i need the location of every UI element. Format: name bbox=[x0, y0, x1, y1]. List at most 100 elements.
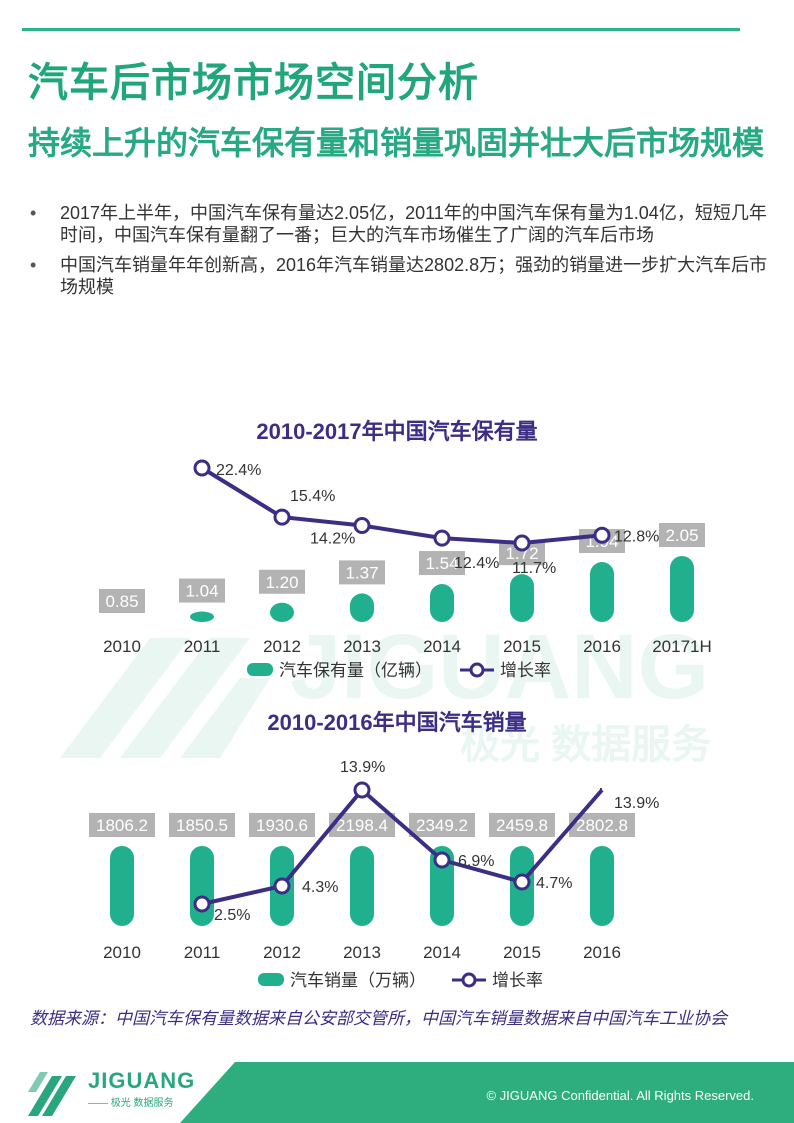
x-tick-label: 2010 bbox=[103, 943, 141, 962]
growth-rate-line bbox=[200, 466, 603, 546]
top-rule bbox=[22, 28, 740, 31]
bar-value-label: 2349.2 bbox=[416, 816, 468, 835]
x-tick-label: 2016 bbox=[583, 637, 621, 656]
x-tick-label: 2010 bbox=[103, 637, 141, 656]
x-tick-label: 2016 bbox=[583, 943, 621, 962]
bar-value-label: 1806.2 bbox=[96, 816, 148, 835]
bar-label-box bbox=[419, 551, 465, 576]
bar-value-label: 1850.5 bbox=[176, 816, 228, 835]
growth-rate-point bbox=[433, 529, 451, 547]
bar-value-label: 2459.8 bbox=[496, 816, 548, 835]
bar-value-label: 1.04 bbox=[185, 582, 218, 601]
growth-rate-label: 6.9% bbox=[458, 853, 494, 870]
jiguang-logo-icon bbox=[28, 1072, 76, 1116]
growth-rate-label: 13.9% bbox=[614, 795, 659, 812]
x-tick-label: 2015 bbox=[503, 943, 541, 962]
page-subtitle: 持续上升的汽车保有量和销量巩固并壮大后市场规模 bbox=[28, 125, 765, 161]
growth-rate-point bbox=[353, 516, 371, 534]
logo-tagline: —— 极光 数据服务 bbox=[88, 1098, 174, 1109]
growth-rate-point bbox=[193, 895, 211, 913]
footer-band bbox=[180, 1062, 794, 1123]
bar bbox=[270, 602, 294, 622]
bar-value-label: 0.85 bbox=[105, 592, 138, 611]
bar-value-label: 1.72 bbox=[505, 544, 538, 563]
copyright-text: © JIGUANG Confidential. All Rights Reser… bbox=[486, 1088, 754, 1103]
bar-label-box bbox=[489, 813, 555, 837]
bar bbox=[670, 556, 694, 622]
bar-label-box bbox=[409, 813, 475, 837]
growth-rate-label: 4.7% bbox=[536, 875, 572, 892]
x-tick-label: 2011 bbox=[184, 637, 221, 656]
growth-rate-point bbox=[273, 508, 291, 526]
legend-line-label: 增长率 bbox=[492, 971, 543, 990]
bar-label-box bbox=[339, 560, 385, 585]
bar bbox=[190, 611, 214, 622]
bar bbox=[350, 593, 374, 622]
growth-rate-point bbox=[433, 851, 451, 869]
bullet-item: 中国汽车销量年年创新高，2016年汽车销量达2802.8万；强劲的销量进一步扩大… bbox=[30, 254, 770, 298]
legend-bar-label: 汽车销量（万辆） bbox=[290, 971, 426, 990]
bar bbox=[510, 574, 534, 622]
bar bbox=[190, 846, 214, 926]
bar-value-label: 1.20 bbox=[265, 573, 298, 592]
bar-value-label: 2.05 bbox=[665, 526, 698, 545]
x-tick-label: 2012 bbox=[263, 637, 301, 656]
x-tick-label: 2015 bbox=[503, 637, 541, 656]
growth-rate-point bbox=[193, 459, 211, 477]
legend-bar-swatch bbox=[247, 663, 273, 676]
legend-line-marker bbox=[461, 972, 477, 988]
growth-rate-label: 15.4% bbox=[290, 488, 335, 505]
x-tick-label: 20171H bbox=[652, 637, 712, 656]
growth-rate-point bbox=[513, 873, 531, 891]
growth-rate-label: 4.3% bbox=[302, 879, 338, 896]
legend-line-label: 增长率 bbox=[500, 661, 551, 680]
bar-label-box bbox=[99, 589, 145, 613]
car-ownership-chart: 2010-2017年中国汽车保有量 0.85 2010 1.04 2011 1.20 201… bbox=[99, 419, 712, 680]
x-tick-label: 2013 bbox=[343, 637, 381, 656]
growth-rate-label: 13.9% bbox=[340, 759, 385, 776]
x-tick-label: 2013 bbox=[343, 943, 381, 962]
bar bbox=[590, 562, 614, 622]
bar-value-label: 1930.6 bbox=[256, 816, 308, 835]
growth-rate-label: 12.4% bbox=[454, 555, 499, 572]
x-tick-label: 2011 bbox=[184, 943, 221, 962]
growth-rate-label: 12.8% bbox=[614, 528, 659, 545]
logo-wordmark: JIGUANG bbox=[88, 1068, 196, 1093]
data-source-note: 数据来源：中国汽车保有量数据来自公安部交管所，中国汽车销量数据来自中国汽车工业协… bbox=[30, 1009, 727, 1028]
bar-label-box bbox=[179, 578, 225, 603]
chart-title: 2010-2016年中国汽车销量 bbox=[267, 710, 526, 735]
growth-rate-point bbox=[513, 534, 531, 552]
bar-label-box bbox=[169, 813, 235, 837]
growth-rate-point bbox=[593, 526, 611, 544]
bar-label-box bbox=[249, 813, 315, 837]
growth-rate-label: 14.2% bbox=[310, 530, 355, 547]
bar bbox=[590, 846, 614, 926]
growth-rate-label: 11.7% bbox=[512, 560, 556, 577]
growth-rate-label: 2.5% bbox=[214, 907, 250, 924]
chart-title: 2010-2017年中国汽车保有量 bbox=[256, 419, 537, 444]
bar-value-label: 2198.4 bbox=[336, 816, 388, 835]
bar bbox=[350, 846, 374, 926]
car-sales-chart: 2010-2016年中国汽车销量 1806.2 2010 1850.5 2011 1930… bbox=[89, 710, 659, 990]
legend-bar-label: 汽车保有量（亿辆） bbox=[279, 661, 432, 680]
bar bbox=[430, 584, 454, 622]
bar-label-box bbox=[259, 569, 305, 594]
bar-value-label: 1.37 bbox=[345, 563, 378, 582]
growth-rate-point bbox=[273, 877, 291, 895]
growth-rate-line bbox=[201, 787, 604, 906]
bar-label-box bbox=[659, 523, 705, 547]
x-tick-label: 2012 bbox=[263, 943, 301, 962]
bar-value-label: 2802.8 bbox=[576, 816, 628, 835]
growth-rate-point bbox=[353, 781, 371, 799]
growth-rate-label: 22.4% bbox=[216, 462, 261, 479]
bullet-item: 2017年上半年，中国汽车保有量达2.05亿，2011年的中国汽车保有量为1.0… bbox=[30, 202, 770, 246]
page-title: 汽车后市场市场空间分析 bbox=[28, 61, 479, 105]
x-tick-label: 2014 bbox=[423, 637, 461, 656]
bar bbox=[110, 846, 134, 926]
bar-value-label: 1.54 bbox=[425, 554, 458, 573]
legend-line-marker bbox=[469, 662, 485, 678]
legend-bar-swatch bbox=[258, 973, 284, 986]
bar-label-box bbox=[89, 813, 155, 837]
x-tick-label: 2014 bbox=[423, 943, 461, 962]
bullet-list: 2017年上半年，中国汽车保有量达2.05亿，2011年的中国汽车保有量为1.0… bbox=[30, 202, 770, 306]
